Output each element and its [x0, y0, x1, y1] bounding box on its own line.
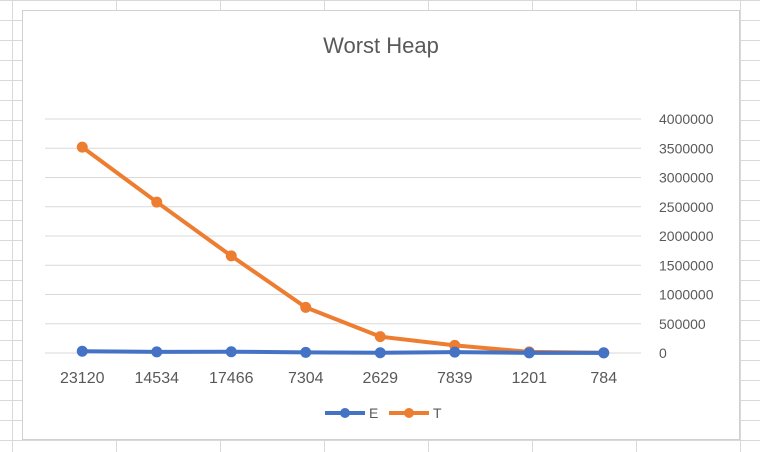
legend-point-marker: [340, 408, 350, 418]
legend-label: E: [369, 405, 378, 421]
y-tick-label: 500000: [659, 316, 706, 332]
x-axis-tick-labels: 23120 14534 17466 7304 2629 7839 1201 784: [60, 370, 617, 387]
data-point-E[interactable]: [151, 346, 163, 358]
data-point-T[interactable]: [225, 250, 237, 262]
data-point-E[interactable]: [523, 347, 535, 359]
legend-label: T: [433, 405, 442, 421]
series-line-E[interactable]: [80, 349, 606, 355]
x-tick-label: 7304: [288, 370, 324, 387]
legend-item-E[interactable]: E: [325, 405, 378, 421]
y-tick-label: 2500000: [659, 199, 714, 215]
data-point-E[interactable]: [374, 347, 386, 359]
series-E[interactable]: [76, 345, 610, 359]
data-point-E[interactable]: [300, 346, 312, 358]
chart-title: Worst Heap: [323, 33, 439, 58]
series-layer: [76, 141, 610, 359]
y-tick-label: 4000000: [659, 111, 714, 127]
data-point-E[interactable]: [598, 347, 610, 359]
legend-point-marker: [404, 408, 414, 418]
line-chart[interactable]: Worst Heap 4000000 3500000 3000000 2500000 2…: [23, 11, 739, 439]
data-point-T[interactable]: [151, 196, 163, 208]
data-point-T[interactable]: [300, 301, 312, 313]
x-tick-label: 784: [590, 370, 617, 387]
x-tick-label: 2629: [362, 370, 398, 387]
y-tick-label: 0: [659, 345, 667, 361]
chart-area[interactable]: Worst Heap 4000000 3500000 3000000 2500000 2…: [22, 10, 740, 440]
gridlines: [45, 118, 641, 354]
y-tick-label: 1000000: [659, 287, 714, 303]
y-axis-tick-labels: 4000000 3500000 3000000 2500000 2000000 15000…: [659, 111, 714, 361]
y-tick-label: 3000000: [659, 170, 714, 186]
x-tick-label: 1201: [511, 370, 547, 387]
data-point-E[interactable]: [225, 346, 237, 358]
series-T[interactable]: [76, 141, 610, 359]
legend-item-T[interactable]: T: [389, 405, 442, 421]
x-tick-label: 7839: [437, 370, 473, 387]
x-tick-label: 14534: [135, 370, 180, 387]
y-tick-label: 1500000: [659, 257, 714, 273]
y-tick-label: 3500000: [659, 140, 714, 156]
data-point-T[interactable]: [374, 331, 386, 343]
x-tick-label: 17466: [209, 370, 254, 387]
data-point-E[interactable]: [76, 345, 88, 357]
y-tick-label: 2000000: [659, 228, 714, 244]
data-point-E[interactable]: [449, 346, 461, 358]
x-tick-label: 23120: [60, 370, 105, 387]
data-point-T[interactable]: [76, 141, 88, 153]
